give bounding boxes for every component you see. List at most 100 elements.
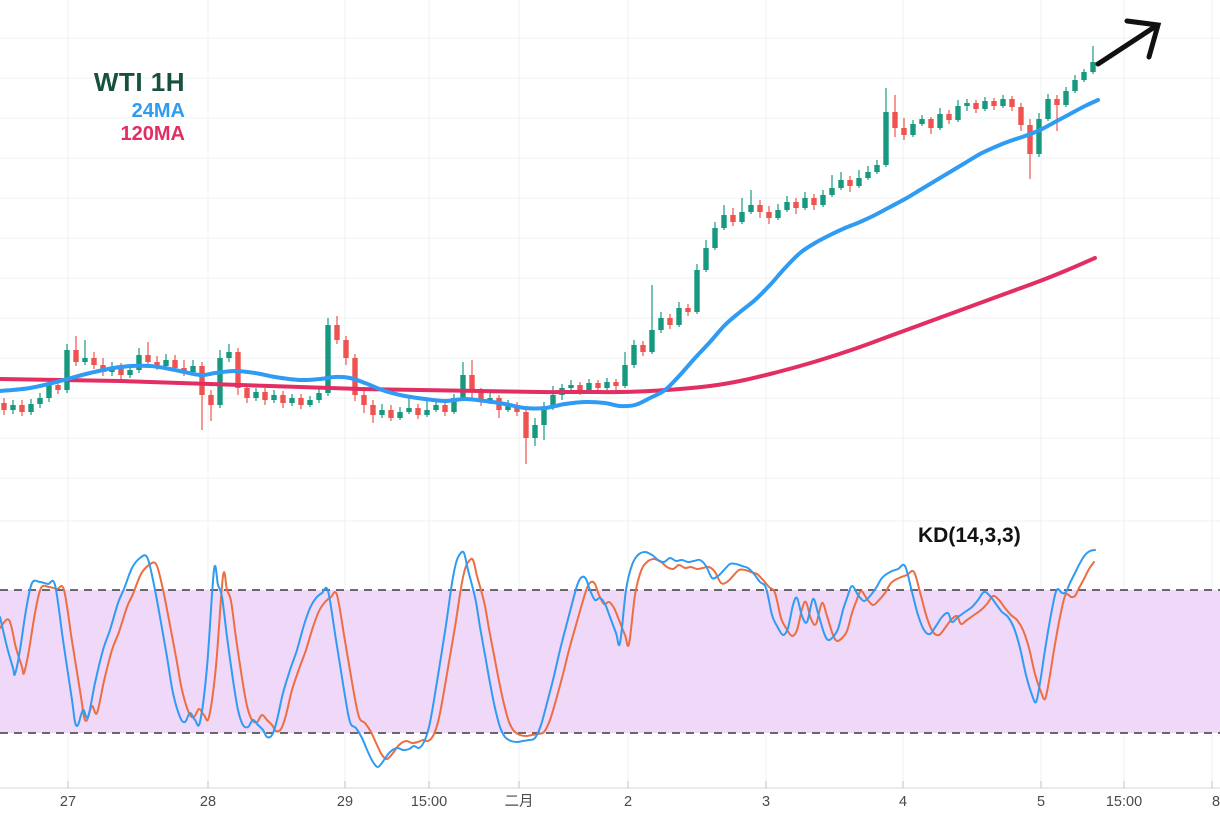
candle-up [424, 410, 430, 415]
candle-up [217, 358, 223, 405]
candle-down [1027, 125, 1033, 154]
ma24-legend-label: 24MA [131, 99, 185, 122]
candle-up [46, 385, 52, 398]
x-axis-label: 4 [899, 794, 907, 810]
candle-up [28, 404, 34, 412]
candle-up [1036, 119, 1042, 154]
candle-up [856, 178, 862, 186]
x-axis-label: 2 [624, 794, 632, 810]
candle-down [811, 198, 817, 205]
candle-up [802, 198, 808, 208]
oversold-overbought-band [0, 589, 1220, 734]
candle-down [1009, 99, 1015, 107]
candle-up [37, 398, 43, 404]
candle-down [361, 395, 367, 405]
candle-down [1018, 107, 1024, 125]
candle-down [730, 215, 736, 222]
candle-down [73, 350, 79, 362]
candle-down [469, 375, 475, 392]
candle-up [937, 114, 943, 128]
x-axis: 27 28 29 15:00 二月 2 3 4 5 15:00 8 [0, 781, 1220, 810]
candle-down [595, 383, 601, 388]
candle-up [64, 350, 70, 390]
candle-up [964, 103, 970, 106]
candle-down [640, 345, 646, 352]
candle-down [1054, 99, 1060, 105]
candle-up [739, 212, 745, 222]
candle-up [703, 248, 709, 270]
candle-down [343, 340, 349, 358]
candle-down [91, 358, 97, 365]
candle-down [1, 403, 7, 410]
candle-up [829, 188, 835, 195]
candle-down [298, 398, 304, 405]
candle-down [334, 325, 340, 340]
candle-up [622, 365, 628, 386]
candle-up [433, 405, 439, 410]
candle-up [748, 205, 754, 212]
candle-down [667, 318, 673, 325]
24ma-path [0, 98, 1100, 411]
candle-down [208, 395, 214, 405]
candle-down [577, 385, 583, 390]
candle-down [478, 392, 484, 402]
candle-down [847, 180, 853, 186]
candle-up [1081, 72, 1087, 80]
candle-down [55, 385, 61, 390]
candle-down [613, 382, 619, 386]
arrow-head [1124, 18, 1162, 60]
candle-down [415, 408, 421, 415]
candle-up [271, 395, 277, 400]
candle-up [568, 385, 574, 388]
candle-up [316, 393, 322, 400]
candle-up [649, 330, 655, 352]
candle-down [118, 368, 124, 375]
candle-up [838, 180, 844, 188]
symbol-timeframe-label: WTI 1H [93, 67, 185, 97]
candle-down [793, 202, 799, 208]
candle-up [865, 172, 871, 178]
candle-up [604, 382, 610, 388]
candle-up [10, 405, 16, 410]
candle-up [883, 112, 889, 165]
x-axis-label: 5 [1037, 794, 1045, 810]
candle-up [982, 101, 988, 109]
candle-up [775, 210, 781, 218]
candle-up [163, 360, 169, 366]
candle-up [1072, 80, 1078, 91]
candle-up [451, 398, 457, 412]
candle-up [190, 366, 196, 372]
candle-up [784, 202, 790, 210]
candle-down [172, 360, 178, 368]
band-fill [0, 590, 1220, 733]
candle-up [82, 358, 88, 362]
candle-down [973, 103, 979, 109]
ma120-line [0, 256, 1097, 395]
trend-arrow [1095, 18, 1162, 67]
candle-down [442, 405, 448, 412]
candle-up [127, 370, 133, 375]
candle-up [226, 352, 232, 358]
x-axis-label: 8 [1212, 794, 1220, 810]
candle-down [991, 101, 997, 106]
candle-down [199, 366, 205, 395]
candlestick-layer [1, 46, 1096, 464]
candle-down [145, 355, 151, 362]
candle-up [1045, 99, 1051, 119]
candle-down [685, 308, 691, 312]
candle-up [676, 308, 682, 325]
candle-up [136, 355, 142, 370]
x-axis-label: 27 [60, 794, 76, 810]
x-axis-label: 15:00 [411, 794, 447, 810]
candle-down [244, 388, 250, 398]
candle-up [253, 392, 259, 398]
x-axis-label: 二月 [505, 794, 534, 810]
candle-up [379, 410, 385, 415]
candle-down [19, 405, 25, 412]
candle-down [523, 412, 529, 438]
candle-up [1090, 62, 1096, 72]
kd-d-path [0, 557, 1095, 761]
candle-up [712, 228, 718, 248]
kd-k-path [0, 549, 1096, 769]
